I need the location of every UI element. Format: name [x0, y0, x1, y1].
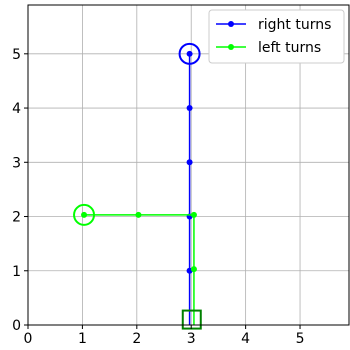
annotations-layer — [73, 42, 202, 330]
x-tick-label: 0 — [24, 331, 33, 347]
y-tick-label: 1 — [12, 264, 21, 280]
x-tick-label: 2 — [132, 331, 141, 347]
legend-label-left-turns: left turns — [258, 40, 321, 56]
legend-marker-left-turns — [228, 44, 234, 50]
data-point-left-turns — [135, 211, 142, 218]
y-tick-label: 3 — [12, 155, 21, 171]
data-point-left-turns — [81, 211, 88, 218]
y-tick-label: 4 — [12, 101, 21, 117]
series-layer — [81, 50, 197, 325]
legend-marker-right-turns — [228, 21, 234, 27]
plot-frame — [27, 4, 350, 326]
data-point-right-turns — [186, 105, 193, 112]
data-point-left-turns — [190, 266, 197, 273]
x-tick-label: 3 — [187, 331, 196, 347]
start-square-marker — [181, 309, 202, 330]
x-tick-label: 5 — [296, 331, 305, 347]
y-tick-label: 5 — [12, 47, 21, 63]
data-point-left-turns — [190, 211, 197, 218]
endpoint-circle-marker — [73, 203, 96, 226]
x-tick-label: 4 — [241, 331, 250, 347]
y-tick-label: 2 — [12, 210, 21, 226]
endpoint-circle-marker — [178, 42, 201, 65]
data-point-right-turns — [186, 159, 193, 166]
data-point-right-turns — [186, 50, 193, 57]
y-tick-label: 0 — [12, 318, 21, 334]
tick-layer: 0 1 2 3 4 5 0 1 2 3 4 5 — [12, 47, 304, 347]
legend: right turns left turns — [208, 9, 345, 64]
x-tick-label: 1 — [78, 331, 87, 347]
legend-label-right-turns: right turns — [258, 17, 331, 33]
